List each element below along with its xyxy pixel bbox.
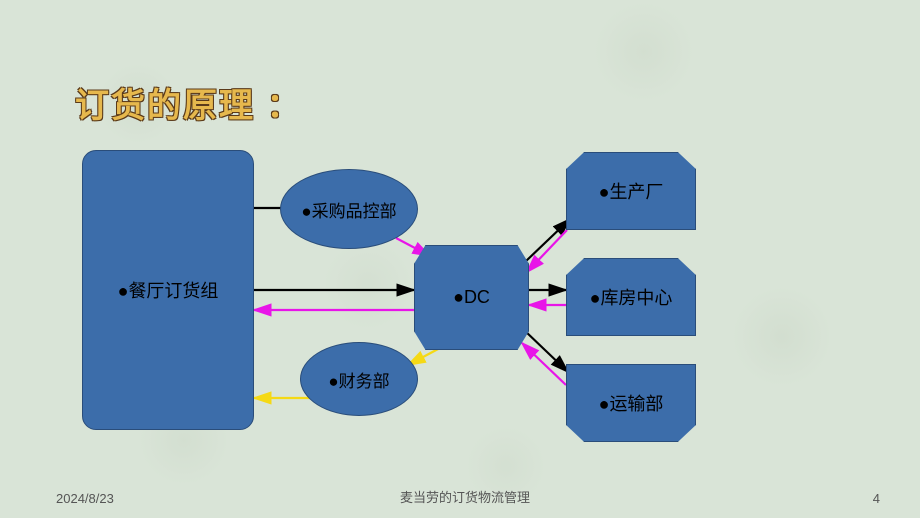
edge-dc-finance — [408, 348, 440, 365]
node-procurement-label: ●采购品控部 — [301, 197, 396, 222]
edge-factory-dc — [527, 230, 567, 272]
node-transport: ●运输部 — [566, 364, 696, 442]
node-factory: ●生产厂 — [566, 152, 696, 230]
node-finance-label: ●财务部 — [328, 367, 389, 392]
footer-caption: 麦当劳的订货物流管理 — [400, 487, 530, 506]
edge-dc-factory — [525, 219, 570, 262]
node-dc-label: ●DC — [453, 287, 490, 308]
node-finance: ●财务部 — [300, 342, 418, 416]
node-warehouse: ●库房中心 — [566, 258, 696, 336]
slide: 订货的原理 ： ●餐厅订货组 ●采购品控部 ●财务部 ●DC ●生产厂 — [0, 0, 920, 518]
footer-date: 2024/8/23 — [56, 491, 114, 506]
node-transport-label: ●运输部 — [599, 390, 664, 416]
node-dc: ●DC — [414, 245, 529, 350]
node-restaurant: ●餐厅订货组 — [82, 150, 254, 430]
node-procurement: ●采购品控部 — [280, 169, 418, 249]
node-factory-label: ●生产厂 — [599, 178, 664, 204]
footer-page: 4 — [873, 491, 880, 506]
slide-title: 订货的原理 ： — [75, 78, 302, 127]
edge-dc-transport — [524, 330, 568, 372]
node-restaurant-label: ●餐厅订货组 — [118, 277, 219, 303]
edge-transport-dc — [522, 343, 566, 385]
node-warehouse-label: ●库房中心 — [590, 284, 673, 310]
